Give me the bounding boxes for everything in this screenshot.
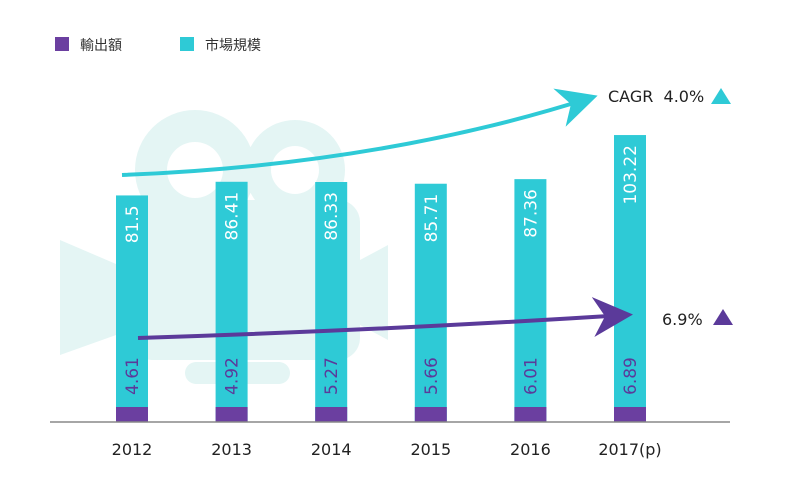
x-tick-label-1: 2013 [211,440,252,459]
bar-label-export-2: 5.27 [322,357,342,395]
legend-label-market: 市場規模 [205,37,261,54]
export-growth-label: 6.9% [662,310,703,329]
cagr-label: CAGR 4.0% [608,87,704,106]
bar-label-export-5: 6.89 [621,357,641,395]
bar-market-2 [315,182,348,422]
bar-label-market-1: 86.41 [223,192,243,241]
bar-label-market-3: 85.71 [422,194,442,243]
bar-label-export-3: 5.66 [422,357,442,395]
bar-export-3 [414,407,447,422]
bar-export-5 [614,407,646,422]
x-tick-label-2: 2014 [311,440,352,459]
bar-market-3 [414,183,447,422]
triangle-up-icon [711,88,731,104]
bars: 81.5 4.61 86.41 4.92 86.33 5.27 85.71 5.66 87.36… [116,135,646,422]
bar-label-market-4: 87.36 [521,189,541,238]
triangle-up-icon [713,309,733,325]
bar-label-export-1: 4.92 [223,357,243,395]
bar-label-export-4: 6.01 [521,357,541,395]
legend-swatch-market [180,37,194,51]
x-tick-label-5: 2017(p) [598,440,661,459]
x-tick-label-3: 2015 [410,440,451,459]
bar-market-5 [614,135,646,422]
bar-label-market-5: 103.22 [621,145,641,204]
bar-export-2 [315,407,348,422]
export-trend-arrow [137,297,633,340]
bar-market-0 [116,195,148,422]
legend-swatch-export [55,37,69,51]
x-tick-label-0: 2012 [112,440,153,459]
x-tick-label-4: 2016 [510,440,551,459]
bar-label-market-0: 81.5 [123,205,143,243]
market-trend-arrow [121,88,598,177]
bar-market-4 [514,179,547,422]
bar-export-0 [116,407,148,422]
bar-export-4 [514,407,547,422]
x-axis-ticks: 2012 2013 2014 2015 2016 2017(p) [112,440,662,459]
bar-export-1 [215,407,248,422]
bar-label-export-0: 4.61 [123,357,143,395]
cagr-annotation: CAGR 4.0% [608,87,731,106]
bar-label-market-2: 86.33 [322,192,342,241]
legend: 輸出額 市場規模 [55,37,261,54]
bar-market-1 [215,181,248,422]
legend-label-export: 輸出額 [80,38,122,54]
export-growth-annotation: 6.9% [662,309,733,329]
